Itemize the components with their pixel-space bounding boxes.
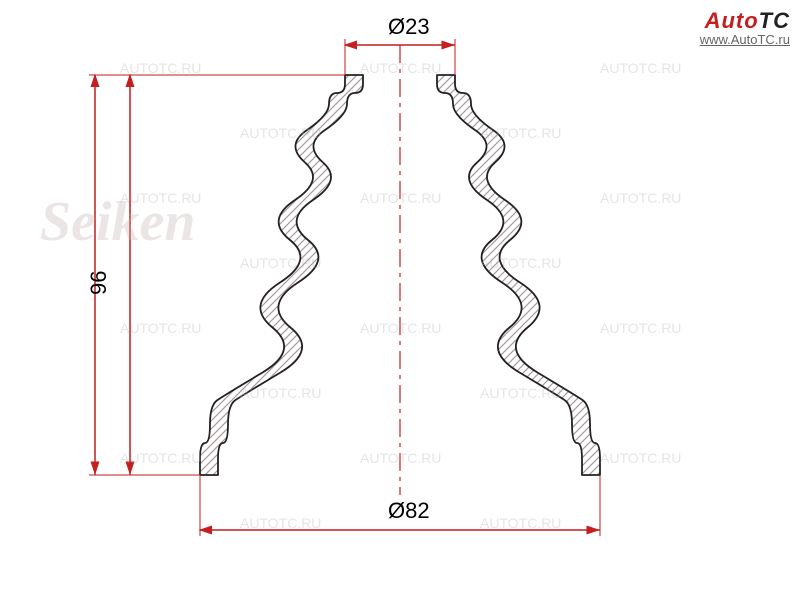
logo-auto: Auto [705, 8, 759, 33]
dim-bottom-diameter: Ø82 [388, 498, 430, 524]
site-logo: AutoTC www.AutoTC.ru [700, 8, 790, 47]
logo-tc: TC [759, 8, 790, 33]
logo-url: www.AutoTC.ru [700, 32, 790, 47]
dim-top-diameter: Ø23 [388, 14, 430, 40]
dim-height: 96 [86, 271, 112, 295]
